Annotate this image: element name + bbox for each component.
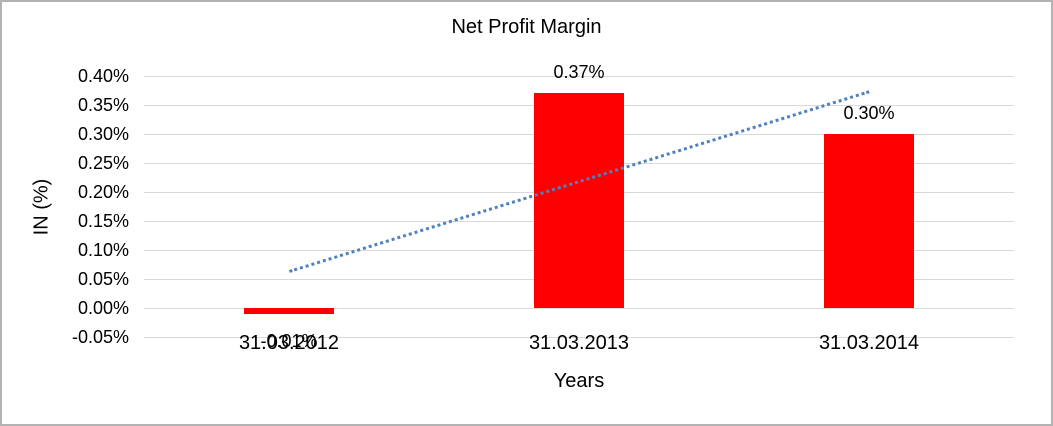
x-axis-category-label: 31.03.2013 [528, 332, 630, 354]
bar-31.03.2014[interactable] [824, 134, 914, 308]
y-axis-tick-label: 0.40% [77, 66, 129, 86]
y-axis-tick-label: 0.05% [77, 269, 129, 289]
bar-31.03.2013[interactable] [534, 93, 624, 308]
data-label: 0.30% [843, 103, 895, 123]
x-axis-category-label: 31.03.2012 [238, 332, 340, 354]
y-axis-tick-label: 0.15% [77, 211, 129, 231]
gridline [144, 337, 1014, 338]
y-axis-tick-label: 0.00% [77, 298, 129, 318]
y-axis-tick-label: 0.30% [77, 124, 129, 144]
x-axis-title: Years [553, 370, 605, 392]
data-label: 0.37% [553, 62, 605, 83]
y-axis-tick-label: 0.25% [77, 153, 129, 173]
x-axis-category-label: 31.03.2014 [818, 332, 920, 354]
y-axis-tick-label: 0.35% [77, 95, 129, 115]
y-axis-tick-label: 0.20% [77, 182, 129, 202]
data-label: -0.01% [260, 331, 318, 351]
bar-31.03.2012[interactable] [244, 308, 334, 314]
y-axis-tick-label: 0.10% [77, 240, 129, 260]
y-axis-tick-label: -0.05% [71, 327, 129, 347]
gridline [144, 76, 1014, 77]
chart-title: Net Profit Margin [451, 16, 602, 38]
gridline [144, 308, 1014, 309]
